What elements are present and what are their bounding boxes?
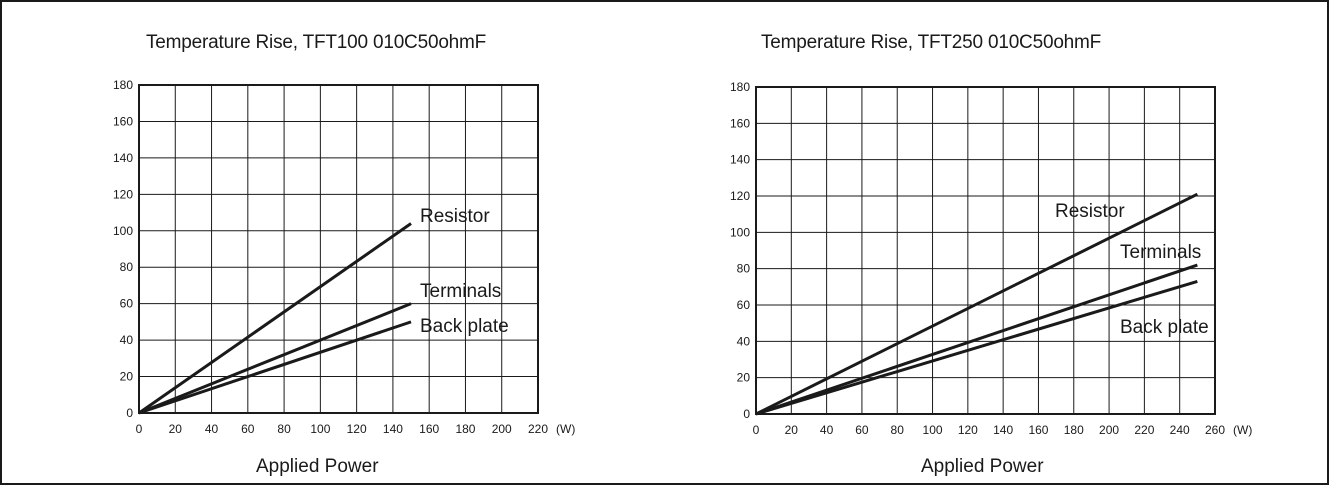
y-tick-label: 0 [126, 406, 133, 420]
x-tick-label: 200 [492, 422, 512, 436]
series-label: Terminals [1120, 242, 1201, 263]
chart-1: 0 20 40 60 80 100 120 140 160 180 0 20 40 60 80 100 120 1… [113, 78, 575, 436]
series-line-back-plate [138, 320, 412, 415]
series-label: Back plate [420, 316, 509, 337]
y-tick-label: 140 [113, 151, 133, 165]
x-tick-label: 60 [855, 423, 869, 437]
series-label: Resistor [1055, 201, 1125, 222]
x-tick-label: 100 [310, 422, 330, 436]
series-label: Resistor [420, 206, 490, 227]
y-tick-label: 60 [737, 298, 751, 312]
series-label: Terminals [420, 281, 501, 302]
x-tick-label: 120 [958, 423, 978, 437]
x-tick-label: 0 [136, 422, 143, 436]
y-tick-label: 120 [113, 187, 133, 201]
y-tick-label: 120 [730, 189, 750, 203]
chart-title-1: Temperature Rise, TFT100 010C50ohmF [146, 32, 487, 53]
x-tick-label: 180 [455, 422, 475, 436]
x-tick-label: 20 [169, 422, 183, 436]
chart-title-2: Temperature Rise, TFT250 010C50ohmF [761, 32, 1102, 53]
series-label: Back plate [1120, 317, 1209, 338]
y-tick-label: 20 [737, 371, 751, 385]
x-tick-label: 140 [993, 423, 1013, 437]
x-tick-label: 80 [891, 423, 905, 437]
x-tick-label: 120 [347, 422, 367, 436]
x-tick-label: 220 [1134, 423, 1154, 437]
x-tick-label: 20 [785, 423, 799, 437]
x-tick-label: 0 [753, 423, 760, 437]
x-tick-label: 80 [277, 422, 291, 436]
x-tick-label: 140 [383, 422, 403, 436]
x-unit-label: (W) [556, 422, 575, 436]
plot-area [755, 86, 1216, 415]
y-tick-label: 40 [120, 333, 134, 347]
x-unit-label: (W) [1233, 423, 1252, 437]
x-tick-label: 60 [241, 422, 255, 436]
y-tick-label: 160 [730, 116, 750, 130]
y-tick-label: 180 [730, 80, 750, 94]
x-tick-label: 160 [1028, 423, 1048, 437]
x-tick-label: 40 [205, 422, 219, 436]
x-axis-label-2: Applied Power [921, 456, 1044, 477]
series-line-terminals [138, 302, 412, 415]
y-tick-label: 80 [120, 260, 134, 274]
y-tick-label: 180 [113, 78, 133, 92]
y-tick-label: 140 [730, 153, 750, 167]
series-line-resistor [755, 192, 1199, 416]
x-tick-label: 160 [419, 422, 439, 436]
y-tick-label: 80 [737, 262, 751, 276]
x-tick-label: 220 [528, 422, 548, 436]
x-tick-label: 240 [1170, 423, 1190, 437]
x-tick-label: 100 [923, 423, 943, 437]
y-tick-label: 0 [743, 407, 750, 421]
x-tick-label: 40 [820, 423, 834, 437]
series-line-resistor [138, 222, 412, 415]
y-tick-label: 20 [120, 370, 134, 384]
x-axis-label-1: Applied Power [256, 456, 379, 477]
y-tick-label: 60 [120, 297, 134, 311]
y-tick-label: 160 [113, 114, 133, 128]
y-tick-label: 40 [737, 334, 751, 348]
y-tick-label: 100 [113, 224, 133, 238]
series-line-terminals [755, 263, 1198, 416]
y-tick-label: 100 [730, 225, 750, 239]
x-tick-label: 200 [1099, 423, 1119, 437]
x-tick-label: 180 [1064, 423, 1084, 437]
plot-area [138, 84, 539, 414]
series-line-back-plate [755, 279, 1198, 416]
x-tick-label: 260 [1205, 423, 1225, 437]
